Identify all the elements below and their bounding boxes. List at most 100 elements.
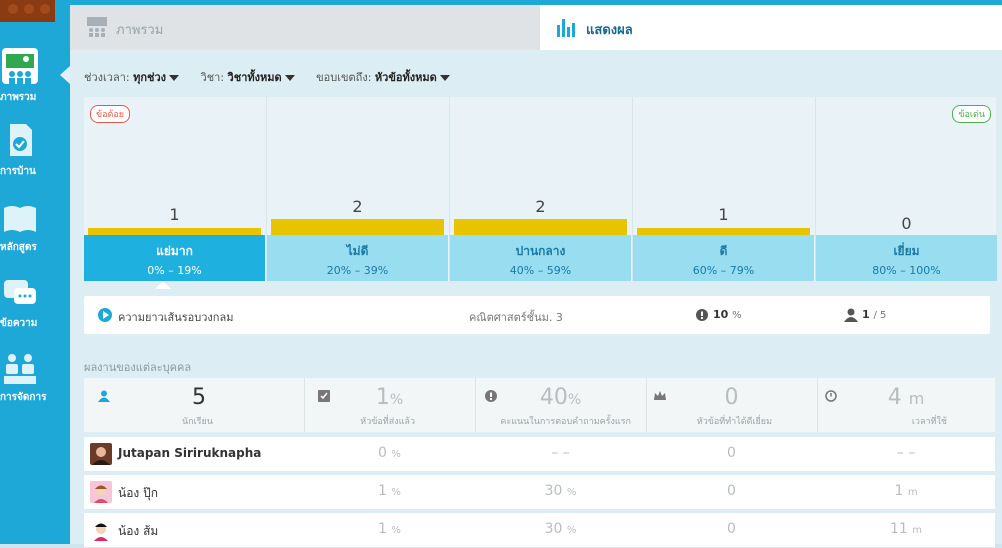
row-score-unit: % — [566, 487, 577, 498]
stat-time: 4 m เวลาที่ใช้ — [817, 378, 995, 432]
band-column[interactable]: 1 ดี 60% – 79% — [632, 97, 814, 281]
checklist-icon — [318, 390, 330, 402]
bar-chart-icon — [557, 19, 575, 37]
band-name: ไม่ดี — [346, 244, 369, 258]
stat-label: เวลาที่ใช้ — [911, 417, 947, 427]
band-column[interactable]: 2 ไม่ดี 20% – 39% — [266, 97, 448, 281]
row-time: 11 — [889, 521, 908, 537]
scope-filter[interactable]: ขอบเขตถึง: หัวข้อทั้งหมด — [316, 68, 450, 86]
stat-first-score: 40% คะแนนในการตอบคำถามครั้งแรก — [475, 378, 647, 432]
play-icon[interactable] — [98, 308, 112, 322]
period-filter-value: ทุกช่วง — [133, 71, 167, 84]
band-range: 80% – 100% — [872, 264, 941, 277]
crown-icon — [654, 391, 666, 400]
sidebar-item-curriculum[interactable]: หลักสูตร — [0, 200, 70, 256]
sidebar-item-overview[interactable]: ภาพรวม — [0, 48, 70, 104]
stat-value: 0 — [724, 385, 739, 410]
band-column[interactable]: 2 ปานกลาง 40% – 59% — [449, 97, 631, 281]
chevron-down-icon — [439, 75, 450, 81]
stat-excellent: 0 หัวข้อที่ทำได้ดีเยี่ยม — [646, 378, 818, 432]
row-score: – – — [551, 445, 570, 461]
table-row[interactable]: น้อง ส้ม 1 % 30 % 0 11 m — [84, 513, 995, 548]
student-name: น้อง ปุ๊ก — [118, 486, 158, 500]
band-count: 1 — [169, 205, 180, 224]
tab-results[interactable]: แสดงผล — [540, 5, 1002, 50]
table-row[interactable]: น้อง ปุ๊ก 1 % 30 % 0 1 m — [84, 475, 995, 510]
band-count: 0 — [901, 214, 912, 233]
sidebar-item-management[interactable]: การจัดการ — [0, 350, 70, 406]
band-bar — [454, 219, 627, 235]
selection-arrow — [155, 281, 171, 289]
student-icon — [98, 390, 110, 402]
stat-value: 1 — [375, 385, 390, 410]
band-range: 0% – 19% — [147, 264, 202, 277]
band-count: 2 — [535, 197, 546, 216]
tab-overview-label: ภาพรวม — [116, 23, 164, 38]
band-label-box: ดี 60% – 79% — [633, 235, 814, 281]
stat-label: หัวข้อที่ทำได้ดีเยี่ยม — [696, 417, 772, 427]
row-submitted-unit: % — [391, 525, 401, 536]
band-name: แย่มาก — [156, 244, 193, 258]
stat-label: หัวข้อที่ส่งแล้ว — [360, 417, 415, 427]
band-bar — [271, 219, 444, 235]
row-excellent: 0 — [727, 445, 736, 461]
band-label-box: ปานกลาง 40% – 59% — [450, 235, 631, 281]
section-title: ผลงานของแต่ละบุคคล — [84, 361, 192, 374]
question-row[interactable]: ความยาวเส้นรอบวงกลม คณิตศาสตร์ชั้นม. 3 1… — [84, 296, 990, 334]
band-name: ปานกลาง — [515, 244, 566, 258]
band-count: 1 — [718, 205, 729, 224]
curriculum-icon — [4, 206, 36, 232]
subject-filter[interactable]: วิชา: วิชาทั้งหมด — [201, 68, 295, 86]
row-submitted-unit: % — [391, 487, 401, 498]
student-icon — [844, 308, 858, 322]
row-time: – – — [896, 445, 916, 461]
band-range: 40% – 59% — [509, 264, 572, 277]
info-icon — [485, 390, 497, 402]
tab-overview[interactable]: ภาพรวม — [70, 5, 540, 50]
band-bar — [637, 228, 810, 235]
student-name: Jutapan Siriruknapha — [118, 446, 262, 460]
stat-value: 40 — [539, 385, 568, 410]
row-score: 30 — [544, 521, 563, 537]
chevron-down-icon — [169, 75, 180, 81]
row-time-unit: m — [912, 525, 923, 536]
scope-filter-value: หัวข้อทั้งหมด — [374, 71, 437, 84]
question-percent: 10 — [713, 308, 729, 321]
band-range: 60% – 79% — [692, 264, 755, 277]
band-column[interactable]: ข้อด้อย 1 แย่มาก 0% – 19% — [84, 97, 265, 281]
stat-students: 5 นักเรียน — [84, 378, 305, 432]
stat-label: นักเรียน — [182, 417, 213, 427]
band-label-box: ไม่ดี 20% – 39% — [267, 235, 448, 281]
sidebar: ภาพรวม การบ้าน หลักสูตร ข้อความ การจัดก — [0, 0, 70, 544]
question-students-total: / 5 — [873, 310, 887, 321]
class-overview-icon — [6, 54, 34, 84]
sidebar-item-messages[interactable]: ข้อความ — [0, 276, 70, 332]
stat-unit: % — [389, 392, 404, 408]
avatar — [90, 519, 112, 541]
row-time: 1 — [894, 483, 904, 499]
row-excellent: 0 — [727, 483, 736, 499]
period-filter[interactable]: ช่วงเวลา: ทุกช่วง — [84, 68, 180, 86]
info-icon — [696, 309, 708, 321]
row-submitted: 1 — [378, 521, 387, 537]
stat-value: 4 — [887, 385, 902, 410]
band-range: 20% – 39% — [326, 264, 389, 277]
messages-icon — [4, 280, 36, 304]
sidebar-item-label: ภาพรวม — [0, 92, 37, 103]
row-score: 30 — [544, 483, 563, 499]
band-label-box: เยี่ยม 80% – 100% — [816, 235, 997, 281]
period-filter-label: ช่วงเวลา: — [84, 71, 130, 84]
subject-filter-value: วิชาทั้งหมด — [227, 71, 282, 84]
row-submitted: 0 — [378, 445, 387, 461]
sidebar-item-homework[interactable]: การบ้าน — [0, 122, 70, 178]
chevron-down-icon — [284, 75, 295, 81]
stat-submitted: 1% หัวข้อที่ส่งแล้ว — [304, 378, 476, 432]
sidebar-item-label: หลักสูตร — [0, 242, 37, 253]
band-column[interactable]: ข้อเด่น 0 เยี่ยม 80% – 100% — [815, 97, 997, 281]
band-name: เยี่ยม — [893, 244, 920, 258]
scope-filter-label: ขอบเขตถึง: — [316, 71, 372, 84]
band-bar — [88, 228, 261, 235]
row-excellent: 0 — [727, 521, 736, 537]
table-row[interactable]: Jutapan Siriruknapha 0 % – – 0 – – — [84, 437, 995, 472]
sidebar-item-label: การบ้าน — [0, 166, 36, 177]
